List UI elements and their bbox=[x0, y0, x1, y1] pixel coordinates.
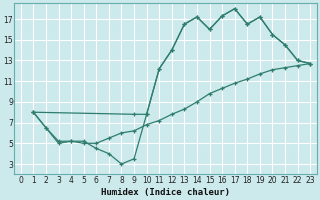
X-axis label: Humidex (Indice chaleur): Humidex (Indice chaleur) bbox=[101, 188, 230, 197]
